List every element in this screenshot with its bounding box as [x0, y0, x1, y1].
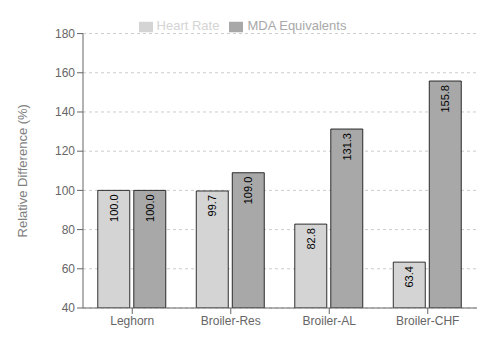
svg-text:80: 80 [62, 223, 76, 237]
svg-text:120: 120 [55, 144, 75, 158]
svg-text:131.3: 131.3 [341, 133, 353, 161]
svg-text:99.7: 99.7 [206, 195, 218, 216]
svg-text:180: 180 [55, 27, 75, 41]
svg-text:155.8: 155.8 [439, 85, 451, 113]
svg-text:140: 140 [55, 105, 75, 119]
html-text:MDA Equivalents: MDA Equivalents [247, 18, 347, 33]
svg-text:Broiler-Res: Broiler-Res [201, 314, 261, 328]
svg-text:100.0: 100.0 [108, 194, 120, 222]
html-text:Heart Rate: Heart Rate [156, 18, 220, 33]
svg-text:82.8: 82.8 [305, 228, 317, 249]
svg-text:109.0: 109.0 [242, 177, 254, 205]
svg-text:Relative Difference (%): Relative Difference (%) [15, 104, 30, 237]
svg-text:60: 60 [62, 262, 76, 276]
svg-text:100.0: 100.0 [144, 194, 156, 222]
svg-text:63.4: 63.4 [403, 266, 415, 287]
svg-text:Broiler-AL: Broiler-AL [303, 314, 357, 328]
svg-text:40: 40 [62, 301, 76, 315]
svg-text:100: 100 [55, 184, 75, 198]
svg-text:Broiler-CHF: Broiler-CHF [396, 314, 459, 328]
svg-text:Leghorn: Leghorn [110, 314, 154, 328]
svg-text:160: 160 [55, 66, 75, 80]
